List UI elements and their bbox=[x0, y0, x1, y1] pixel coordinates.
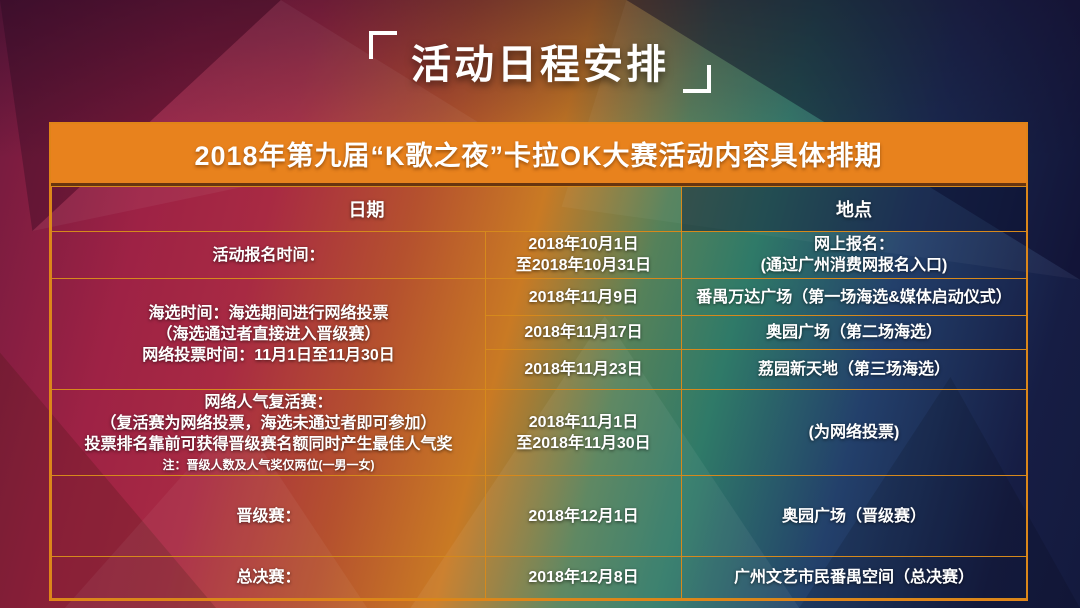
page-title: 活动日程安排 bbox=[411, 43, 669, 87]
schedule-table-body: 活动报名时间： 2018年10月1日 至2018年10月31日 网上报名： (通过广州消… bbox=[51, 230, 1027, 600]
date-line: 2018年10月1日 bbox=[528, 236, 639, 253]
date-line: 至2018年11月30日 bbox=[516, 434, 651, 452]
event-label-cell: 活动报名时间： bbox=[51, 230, 486, 280]
date-line: 2018年11月23日 bbox=[524, 361, 643, 379]
table-row: 2018年11月23日 荔园新天地（第三场海选） bbox=[52, 349, 1027, 391]
schedule-grid: 日期 地点 活动报名时间： 2018年10月1日 至2018年10月31日 网上报名：… bbox=[51, 186, 1027, 600]
date-cell: 2018年11月23日 bbox=[485, 349, 682, 391]
column-header-date: 日期 bbox=[51, 186, 682, 232]
label-line: 总决赛： bbox=[236, 569, 301, 587]
date-line: 2018年11月9日 bbox=[528, 288, 639, 306]
schedule-table: 2018年第九届“K歌之夜”卡拉OK大赛活动内容具体排期 日期 地点 活动报名时… bbox=[49, 122, 1028, 602]
date-cell: 2018年11月17日 bbox=[485, 315, 682, 351]
location-line: 番禺万达广场（第一场海选&媒体启动仪式） bbox=[696, 288, 1012, 306]
location-line: (通过广州消费网报名入口) bbox=[760, 257, 948, 275]
label-line: 投票排名靠前可获得晋级赛名额同时产生最佳人气奖 bbox=[84, 436, 453, 454]
date-cell: 2018年10月1日 至2018年10月31日 bbox=[485, 230, 682, 280]
table-row: 网络人气复活赛： （复活赛为网络投票，海选未通过者即可参加） 投票排名靠前可获得晋级… bbox=[51, 389, 1027, 477]
event-label-cell: 网络人气复活赛： （复活赛为网络投票，海选未通过者即可参加） 投票排名靠前可获得晋级… bbox=[51, 389, 486, 477]
location-line: 广州文艺市民番禺空间（总决赛） bbox=[733, 569, 974, 587]
location-cell: 奥园广场（第二场海选） bbox=[681, 315, 1027, 351]
location-line: 奥园广场（第二场海选） bbox=[765, 324, 942, 342]
title-corner-right-icon bbox=[683, 65, 711, 93]
label-line: 晋级赛： bbox=[236, 507, 301, 525]
column-header-row: 日期 地点 bbox=[51, 186, 1027, 232]
table-row: 活动报名时间： 2018年10月1日 至2018年10月31日 网上报名： (通过广州消… bbox=[51, 230, 1027, 280]
label-line: 活动报名时间： bbox=[212, 246, 325, 264]
column-header-location: 地点 bbox=[681, 186, 1027, 232]
date-cell: 2018年12月8日 bbox=[485, 556, 682, 600]
label-line: 海选时间：海选期间进行网络投票 bbox=[148, 304, 389, 322]
label-line: 网络投票时间：11月1日至11月30日 bbox=[142, 346, 395, 364]
label-note: 注：晋级人数及人气奖仅两位(一男一女) bbox=[162, 457, 375, 472]
date-line: 至2018年10月31日 bbox=[515, 257, 652, 275]
label-line: （海选通过者直接进入晋级赛） bbox=[156, 325, 381, 343]
date-cell: 2018年11月1日 至2018年11月30日 bbox=[485, 389, 682, 477]
date-line: 2018年11月1日 bbox=[528, 413, 639, 431]
location-line: 荔园新天地（第三场海选） bbox=[757, 361, 950, 379]
date-line: 2018年11月17日 bbox=[524, 324, 643, 342]
date-cell: 2018年12月1日 bbox=[485, 475, 682, 558]
location-cell: 广州文艺市民番禺空间（总决赛） bbox=[681, 556, 1027, 600]
date-line: 2018年12月1日 bbox=[528, 507, 639, 525]
event-label-cell: 总决赛： bbox=[51, 556, 486, 600]
title-corner-left-icon bbox=[369, 31, 397, 59]
location-cell: 番禺万达广场（第一场海选&媒体启动仪式） bbox=[681, 278, 1027, 317]
location-line: 网上报名： bbox=[813, 236, 894, 253]
location-line: (为网络投票) bbox=[808, 424, 900, 442]
location-cell: (为网络投票) bbox=[681, 389, 1027, 477]
date-cell: 2018年11月9日 bbox=[485, 278, 682, 317]
table-row: 晋级赛： 2018年12月1日 奥园广场（晋级赛） bbox=[51, 475, 1027, 558]
page-title-block: 活动日程安排 bbox=[0, 18, 1080, 104]
table-row: 总决赛： 2018年12月8日 广州文艺市民番禺空间（总决赛） bbox=[51, 556, 1027, 600]
label-line: 网络人气复活赛： bbox=[204, 394, 333, 412]
event-label-cell: 晋级赛： bbox=[51, 475, 486, 558]
location-cell: 网上报名： (通过广州消费网报名入口) bbox=[681, 230, 1027, 280]
event-label-cell: 海选时间：海选期间进行网络投票 （海选通过者直接进入晋级赛） 网络投票时间：11月1… bbox=[51, 278, 486, 391]
table-row: 海选时间：海选期间进行网络投票 （海选通过者直接进入晋级赛） 网络投票时间：11月1… bbox=[51, 278, 1027, 391]
label-line: （复活赛为网络投票，海选未通过者即可参加） bbox=[100, 415, 437, 433]
date-line: 2018年12月8日 bbox=[528, 569, 639, 587]
location-cell: 荔园新天地（第三场海选） bbox=[681, 349, 1027, 391]
table-row: 2018年11月17日 奥园广场（第二场海选） bbox=[52, 315, 1027, 351]
table-header-band: 2018年第九届“K歌之夜”卡拉OK大赛活动内容具体排期 bbox=[51, 124, 1026, 186]
location-line: 奥园广场（晋级赛） bbox=[781, 507, 926, 525]
location-cell: 奥园广场（晋级赛） bbox=[681, 475, 1027, 558]
